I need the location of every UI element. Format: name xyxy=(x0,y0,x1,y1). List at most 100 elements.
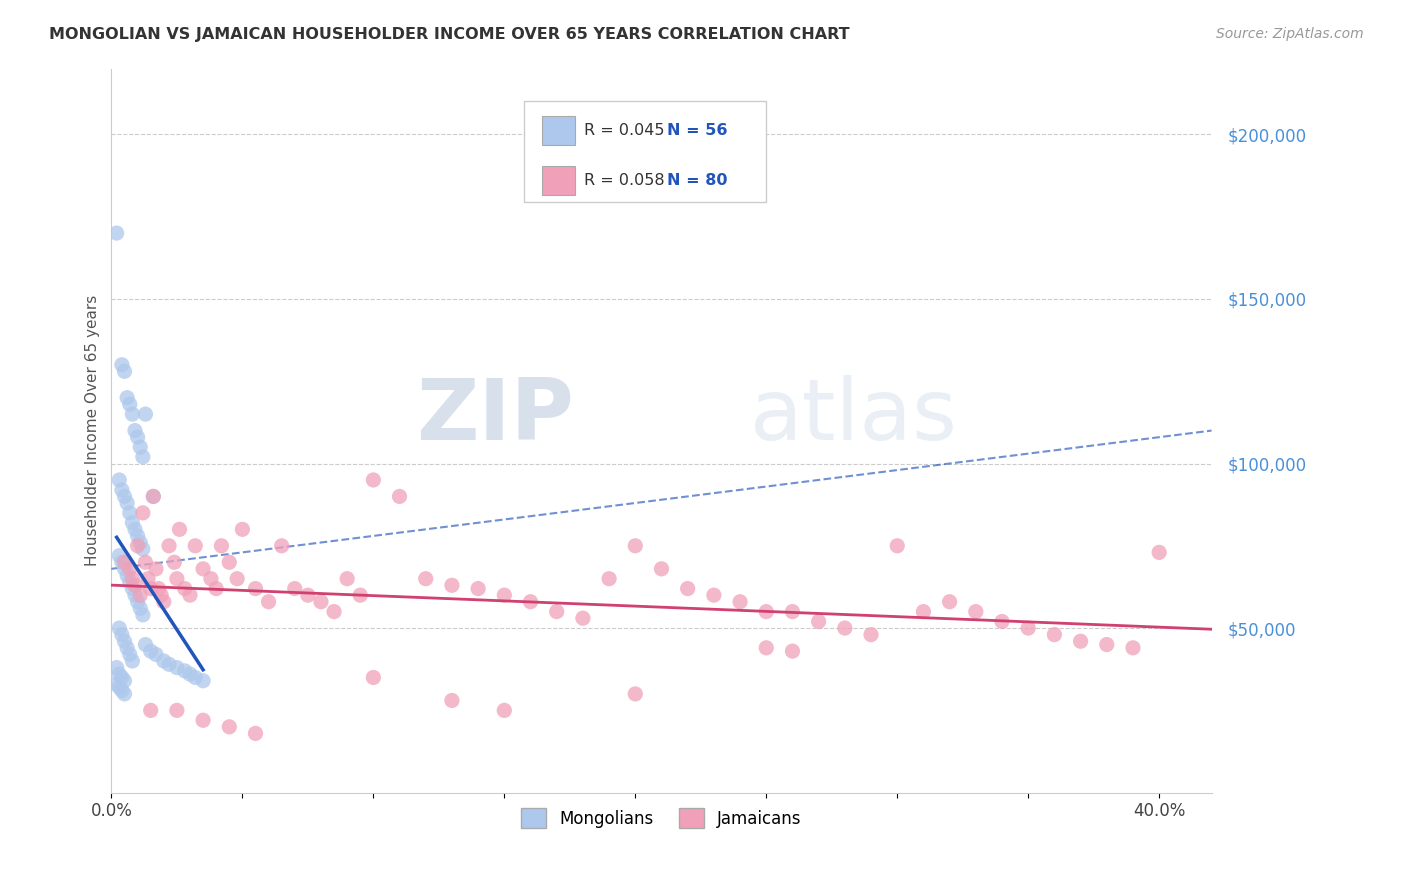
Point xyxy=(245,582,267,596)
Point xyxy=(494,703,516,717)
Point xyxy=(179,667,201,681)
Point xyxy=(546,605,568,619)
Point xyxy=(129,440,152,454)
Point xyxy=(132,450,155,464)
Text: atlas: atlas xyxy=(749,375,957,458)
Point xyxy=(139,644,162,658)
Point xyxy=(440,693,463,707)
Point xyxy=(703,588,725,602)
Point xyxy=(152,654,174,668)
Point xyxy=(991,615,1014,629)
Point xyxy=(142,490,165,504)
Point xyxy=(415,572,437,586)
Point xyxy=(965,605,987,619)
Point xyxy=(114,634,136,648)
Point xyxy=(209,539,232,553)
Point xyxy=(111,483,134,497)
Point xyxy=(309,595,332,609)
Point xyxy=(118,574,141,589)
Point xyxy=(166,572,188,586)
Text: Source: ZipAtlas.com: Source: ZipAtlas.com xyxy=(1216,27,1364,41)
Point xyxy=(598,572,620,586)
Point xyxy=(169,522,191,536)
Point xyxy=(676,582,699,596)
Point xyxy=(115,568,138,582)
Point xyxy=(118,397,141,411)
Point xyxy=(297,588,319,602)
Point xyxy=(121,654,143,668)
Point xyxy=(1017,621,1039,635)
Point xyxy=(200,572,222,586)
Point xyxy=(127,529,149,543)
Point xyxy=(363,670,385,684)
Point xyxy=(124,424,146,438)
Point xyxy=(111,670,134,684)
Point xyxy=(148,582,170,596)
Point xyxy=(231,522,253,536)
Point xyxy=(519,595,541,609)
Text: ZIP: ZIP xyxy=(416,375,574,458)
Point xyxy=(179,588,201,602)
Point xyxy=(139,582,162,596)
Point xyxy=(145,562,167,576)
Point xyxy=(624,539,647,553)
Point xyxy=(114,673,136,688)
Point xyxy=(191,713,214,727)
Text: R = 0.045: R = 0.045 xyxy=(585,122,665,137)
Point xyxy=(118,562,141,576)
Text: N = 80: N = 80 xyxy=(666,173,727,188)
Point xyxy=(134,555,156,569)
Point xyxy=(1043,628,1066,642)
Point xyxy=(1147,545,1170,559)
Point xyxy=(114,687,136,701)
Point xyxy=(218,720,240,734)
Point xyxy=(111,628,134,642)
Point xyxy=(336,572,359,586)
Point xyxy=(834,621,856,635)
Point xyxy=(111,683,134,698)
Point xyxy=(105,677,128,691)
Point xyxy=(108,681,131,695)
Point xyxy=(245,726,267,740)
Point xyxy=(139,703,162,717)
Point xyxy=(782,605,804,619)
Point xyxy=(157,539,180,553)
Point xyxy=(440,578,463,592)
Point xyxy=(114,555,136,569)
Point xyxy=(782,644,804,658)
Legend: Mongolians, Jamaicans: Mongolians, Jamaicans xyxy=(515,801,808,835)
Point xyxy=(755,640,778,655)
Point xyxy=(136,572,159,586)
Point xyxy=(145,648,167,662)
Text: N = 56: N = 56 xyxy=(666,122,727,137)
Point xyxy=(184,539,207,553)
Point xyxy=(121,516,143,530)
Point xyxy=(132,506,155,520)
Point xyxy=(226,572,249,586)
Point xyxy=(108,667,131,681)
Point xyxy=(166,703,188,717)
Point xyxy=(114,490,136,504)
Point xyxy=(650,562,672,576)
Point xyxy=(173,582,195,596)
Point xyxy=(270,539,292,553)
Point xyxy=(118,648,141,662)
Point xyxy=(191,562,214,576)
Point xyxy=(132,542,155,557)
Point xyxy=(191,673,214,688)
FancyBboxPatch shape xyxy=(524,101,766,202)
Text: MONGOLIAN VS JAMAICAN HOUSEHOLDER INCOME OVER 65 YEARS CORRELATION CHART: MONGOLIAN VS JAMAICAN HOUSEHOLDER INCOME… xyxy=(49,27,849,42)
Point xyxy=(166,660,188,674)
Point xyxy=(121,572,143,586)
Point xyxy=(938,595,960,609)
FancyBboxPatch shape xyxy=(541,116,575,145)
Point xyxy=(150,588,173,602)
Point xyxy=(127,595,149,609)
Point xyxy=(728,595,751,609)
Point xyxy=(111,358,134,372)
Point xyxy=(121,407,143,421)
FancyBboxPatch shape xyxy=(541,166,575,195)
Point xyxy=(257,595,280,609)
Point xyxy=(134,407,156,421)
Point xyxy=(860,628,883,642)
